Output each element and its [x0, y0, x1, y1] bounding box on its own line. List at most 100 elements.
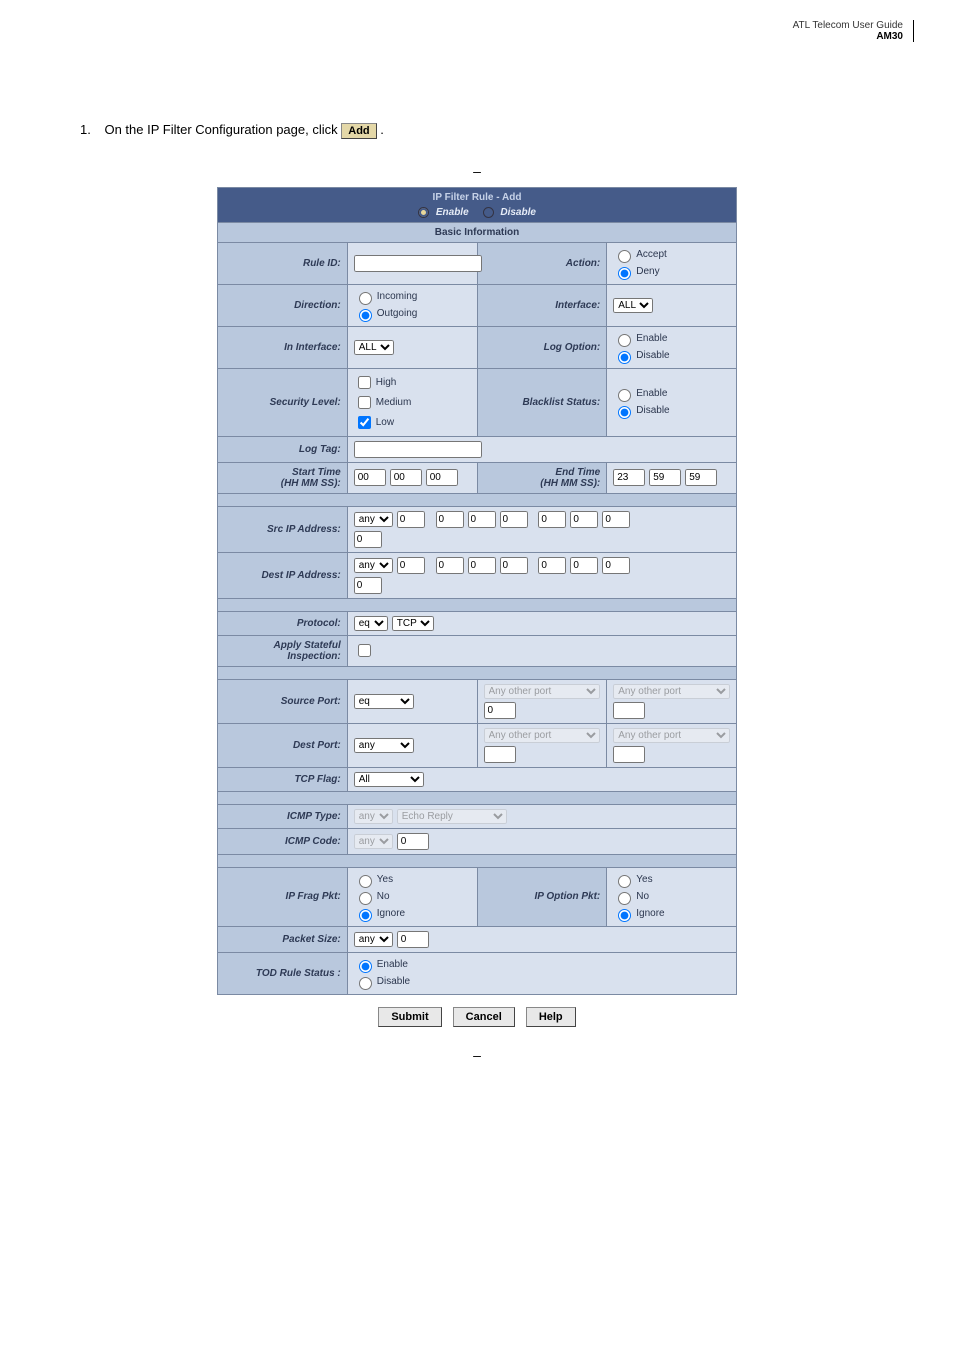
apply-stateful-check[interactable] [358, 644, 371, 657]
section-basic-info: Basic Information [218, 222, 737, 242]
label-src-ip: Src IP Address: [218, 506, 348, 552]
label-action: Action: [477, 242, 607, 284]
label-apply-stateful: Apply Stateful Inspection: [218, 635, 348, 666]
source-port-num2[interactable] [613, 702, 645, 719]
src-ip-oct2[interactable] [436, 511, 464, 528]
tod-enable-radio[interactable] [359, 960, 372, 973]
action-deny-radio[interactable] [618, 267, 631, 280]
blacklist-enable-radio[interactable] [618, 389, 631, 402]
source-port-select2[interactable]: Any other port [613, 684, 730, 699]
dest-ip-oct3[interactable] [468, 557, 496, 574]
icmp-code-input[interactable] [397, 833, 429, 850]
icmp-code-op-select[interactable]: any [354, 834, 393, 849]
sec-low-check[interactable] [358, 416, 371, 429]
dest-ip-mask1[interactable] [538, 557, 566, 574]
dest-port-num2[interactable] [613, 746, 645, 763]
dest-port-select[interactable]: Any other port [484, 728, 601, 743]
dash-bottom: – [40, 1047, 914, 1063]
icmp-type-op-select[interactable]: any [354, 809, 393, 824]
label-security-level: Security Level: [218, 368, 348, 436]
start-ss-input[interactable] [426, 469, 458, 486]
label-log-tag: Log Tag: [218, 436, 348, 462]
src-ip-mask1[interactable] [538, 511, 566, 528]
label-in-interface: In Interface: [218, 326, 348, 368]
label-tod-rule: TOD Rule Status : [218, 952, 348, 994]
interface-select[interactable]: ALL [613, 298, 653, 313]
src-ip-mask3[interactable] [602, 511, 630, 528]
label-dest-port: Dest Port: [218, 723, 348, 767]
src-ip-extra[interactable] [354, 531, 382, 548]
src-ip-oct3[interactable] [468, 511, 496, 528]
label-end-time: End Time (HH MM SS): [477, 462, 607, 493]
source-port-num[interactable] [484, 702, 516, 719]
source-port-select[interactable]: Any other port [484, 684, 601, 699]
button-row: Submit Cancel Help [217, 995, 737, 1039]
dest-ip-extra[interactable] [354, 577, 382, 594]
disable-label[interactable]: Disable [500, 207, 536, 218]
add-button[interactable]: Add [341, 123, 376, 139]
source-port-op-select[interactable]: eq [354, 694, 414, 709]
log-disable-radio[interactable] [618, 351, 631, 364]
start-hh-input[interactable] [354, 469, 386, 486]
dest-ip-oct1[interactable] [397, 557, 425, 574]
ipopt-yes-radio[interactable] [618, 875, 631, 888]
enable-label[interactable]: Enable [436, 207, 469, 218]
packet-size-input[interactable] [397, 931, 429, 948]
dest-ip-mask3[interactable] [602, 557, 630, 574]
end-mm-input[interactable] [649, 469, 681, 486]
sec-medium-check[interactable] [358, 396, 371, 409]
icmp-type-select[interactable]: Echo Reply [397, 809, 507, 824]
label-interface: Interface: [477, 284, 607, 326]
dest-ip-mask2[interactable] [570, 557, 598, 574]
protocol-op-select[interactable]: eq [354, 616, 388, 631]
src-ip-oct4[interactable] [500, 511, 528, 528]
start-mm-input[interactable] [390, 469, 422, 486]
dest-port-select2[interactable]: Any other port [613, 728, 730, 743]
action-accept-radio[interactable] [618, 250, 631, 263]
blacklist-disable-radio[interactable] [618, 406, 631, 419]
header-line1: ATL Telecom User Guide [40, 20, 903, 31]
help-button[interactable]: Help [526, 1007, 576, 1027]
direction-incoming-radio[interactable] [359, 292, 372, 305]
dest-port-op-select[interactable]: any [354, 738, 414, 753]
dest-ip-oct2[interactable] [436, 557, 464, 574]
rule-id-input[interactable] [354, 255, 482, 272]
tod-disable-radio[interactable] [359, 977, 372, 990]
dest-port-num[interactable] [484, 746, 516, 763]
dash-top: – [40, 163, 914, 179]
frag-ignore-radio[interactable] [359, 909, 372, 922]
form-title-main: IP Filter Rule - Add [224, 192, 730, 203]
src-ip-type-select[interactable]: any [354, 512, 393, 527]
sec-high-check[interactable] [358, 376, 371, 389]
label-blacklist: Blacklist Status: [477, 368, 607, 436]
label-packet-size: Packet Size: [218, 926, 348, 952]
label-log-option: Log Option: [477, 326, 607, 368]
src-ip-mask2[interactable] [570, 511, 598, 528]
end-ss-input[interactable] [685, 469, 717, 486]
ipopt-ignore-radio[interactable] [618, 909, 631, 922]
in-interface-select[interactable]: ALL [354, 340, 394, 355]
submit-button[interactable]: Submit [378, 1007, 441, 1027]
cancel-button[interactable]: Cancel [453, 1007, 515, 1027]
log-enable-radio[interactable] [618, 334, 631, 347]
label-rule-id: Rule ID: [218, 242, 348, 284]
direction-outgoing-radio[interactable] [359, 309, 372, 322]
end-hh-input[interactable] [613, 469, 645, 486]
dest-ip-oct4[interactable] [500, 557, 528, 574]
label-ip-frag: IP Frag Pkt: [218, 867, 348, 926]
disable-bullet-icon [483, 207, 494, 218]
src-ip-oct1[interactable] [397, 511, 425, 528]
protocol-select[interactable]: TCP [392, 616, 434, 631]
instruction-text-before: On the IP Filter Configuration page, cli… [104, 122, 341, 137]
ipopt-no-radio[interactable] [618, 892, 631, 905]
label-icmp-type: ICMP Type: [218, 804, 348, 828]
frag-yes-radio[interactable] [359, 875, 372, 888]
frag-no-radio[interactable] [359, 892, 372, 905]
log-tag-input[interactable] [354, 441, 482, 458]
packet-size-op-select[interactable]: any [354, 932, 393, 947]
dest-ip-type-select[interactable]: any [354, 558, 393, 573]
label-start-time: Start Time (HH MM SS): [218, 462, 348, 493]
tcp-flag-select[interactable]: All [354, 772, 424, 787]
label-ip-option: IP Option Pkt: [477, 867, 607, 926]
instruction-line: 1. On the IP Filter Configuration page, … [80, 122, 914, 139]
